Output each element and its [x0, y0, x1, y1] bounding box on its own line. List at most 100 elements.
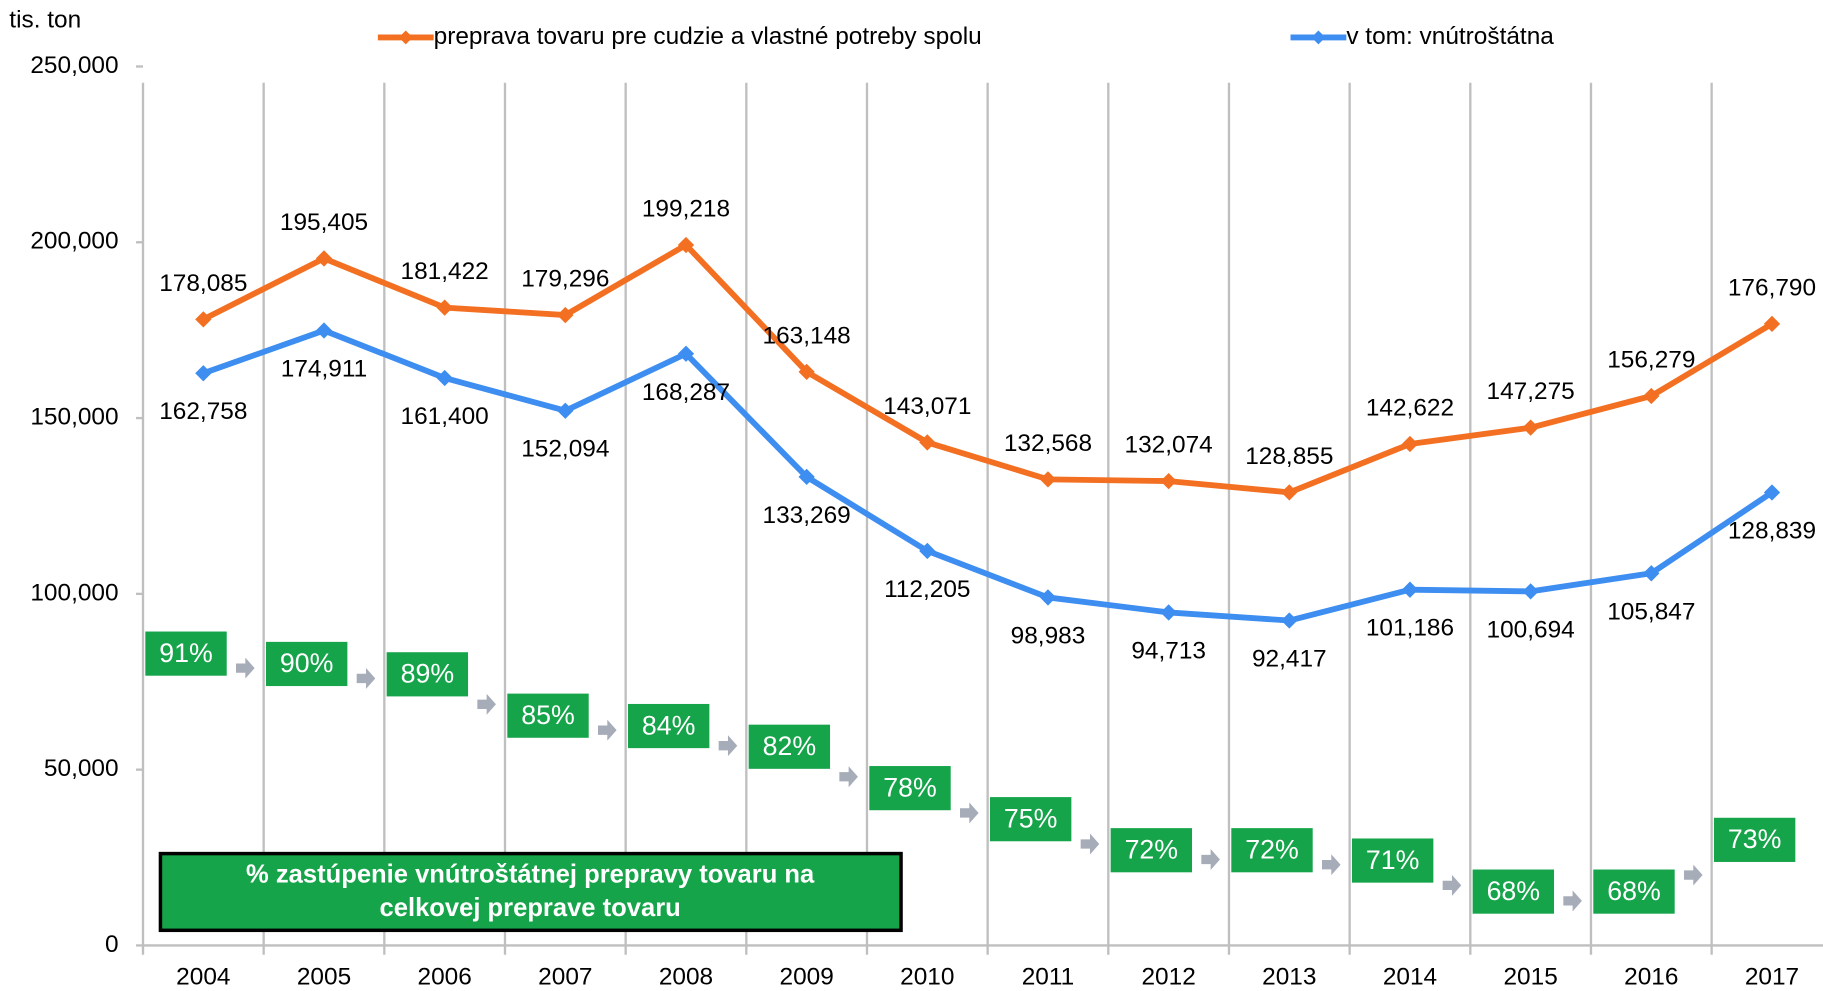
- point-marker: [1763, 484, 1781, 501]
- point-marker: [1763, 315, 1781, 333]
- arrow: [1080, 833, 1100, 855]
- point-marker: [1039, 471, 1057, 488]
- data-label: 174,911: [281, 355, 367, 382]
- x-tick-label: 2004: [176, 963, 230, 990]
- point-marker: [1160, 604, 1177, 621]
- x-tick-label: 2010: [900, 963, 954, 990]
- share-label: 68%: [1607, 876, 1661, 906]
- y-unit: tis. ton: [9, 7, 81, 34]
- share-label: 71%: [1366, 845, 1420, 875]
- point-marker: [557, 402, 574, 419]
- share-box: [386, 652, 469, 697]
- data-label: 142,622: [1366, 395, 1454, 422]
- point-marker: [1643, 565, 1660, 582]
- x-tick-label: 2007: [538, 963, 592, 990]
- x-tick-label: 2005: [297, 963, 351, 990]
- arrow: [356, 667, 376, 689]
- share-label: 89%: [401, 659, 455, 689]
- arrow: [839, 766, 858, 788]
- arrow: [477, 693, 496, 715]
- share-label: 90%: [280, 648, 334, 678]
- point-marker: [195, 311, 212, 328]
- share-box: [507, 693, 589, 738]
- data-label: 179,296: [521, 266, 609, 293]
- share-box: [748, 724, 831, 769]
- share-label: 78%: [883, 772, 937, 802]
- legend-label: v tom: vnútroštátna: [1346, 23, 1554, 50]
- share-box: [265, 641, 348, 687]
- y-tick-label: 200,000: [30, 228, 118, 255]
- point-marker: [1281, 612, 1298, 629]
- arrow: [1321, 854, 1341, 876]
- y-tick-label: 150,000: [30, 404, 118, 431]
- point-marker: [919, 434, 936, 451]
- data-label: 199,218: [642, 196, 730, 223]
- share-label: 91%: [159, 638, 213, 668]
- data-label: 195,405: [280, 209, 368, 236]
- share-label: 85%: [521, 700, 575, 730]
- y-tick-label: 50,000: [44, 755, 119, 782]
- arrow: [1563, 890, 1582, 912]
- data-label: 112,205: [884, 576, 970, 603]
- share-label: 82%: [763, 731, 817, 761]
- data-label: 181,422: [401, 258, 489, 285]
- point-marker: [1522, 583, 1539, 600]
- point-marker: [1039, 589, 1057, 606]
- data-label: 101,186: [1366, 615, 1454, 642]
- data-label: 162,758: [159, 398, 247, 425]
- x-tick-label: 2009: [780, 963, 834, 990]
- series-line: [202, 242, 1774, 496]
- x-tick-label: 2012: [1141, 963, 1195, 990]
- point-marker: [1522, 419, 1539, 436]
- arrow: [1201, 849, 1220, 870]
- legend-marker: [398, 30, 413, 45]
- data-label: 132,074: [1125, 432, 1213, 459]
- share-box: [145, 631, 227, 676]
- share-box: [1351, 838, 1434, 883]
- share-box: [1713, 817, 1796, 862]
- point-marker: [1160, 472, 1177, 490]
- data-label: 156,279: [1607, 347, 1695, 374]
- series-line: [202, 327, 1774, 624]
- data-label: 152,094: [521, 436, 609, 463]
- x-tick-label: 2017: [1745, 963, 1799, 990]
- point-marker: [677, 236, 695, 254]
- data-label: 98,983: [1011, 622, 1086, 649]
- share-label: 72%: [1125, 834, 1179, 864]
- legend-marker: [1311, 30, 1326, 45]
- data-label: 132,568: [1004, 430, 1092, 457]
- data-label: 178,085: [159, 270, 247, 297]
- share-box: [989, 797, 1072, 842]
- point-marker: [557, 306, 574, 324]
- data-label: 147,275: [1487, 378, 1575, 405]
- share-box: [1110, 828, 1193, 873]
- share-title: celkovej preprave tovaru: [380, 894, 681, 922]
- x-tick-label: 2008: [659, 963, 713, 990]
- share-label: 72%: [1245, 834, 1299, 864]
- point-marker: [1401, 435, 1419, 453]
- share-label: 73%: [1728, 824, 1782, 854]
- share-box: [1593, 869, 1675, 914]
- arrow: [718, 735, 738, 757]
- share-label: 68%: [1487, 876, 1541, 906]
- share-box: [869, 766, 951, 811]
- data-label: 94,713: [1131, 637, 1206, 664]
- arrow: [598, 719, 617, 741]
- arrow: [236, 657, 255, 679]
- arrow: [1442, 874, 1462, 896]
- y-tick-label: 0: [105, 931, 119, 958]
- data-label: 100,694: [1487, 616, 1575, 643]
- point-marker: [1401, 581, 1419, 598]
- data-label: 161,400: [401, 403, 489, 430]
- point-marker: [1281, 484, 1298, 501]
- arrow: [959, 802, 979, 824]
- x-tick-label: 2014: [1383, 963, 1437, 990]
- data-label: 128,855: [1245, 443, 1333, 470]
- share-label: 75%: [1004, 803, 1058, 833]
- x-tick-label: 2016: [1624, 963, 1678, 990]
- share-title-box: [158, 851, 903, 933]
- legend-label: preprava tovaru pre cudzie a vlastné pot…: [434, 23, 982, 50]
- share-box: [627, 703, 710, 749]
- y-tick-label: 250,000: [30, 52, 118, 79]
